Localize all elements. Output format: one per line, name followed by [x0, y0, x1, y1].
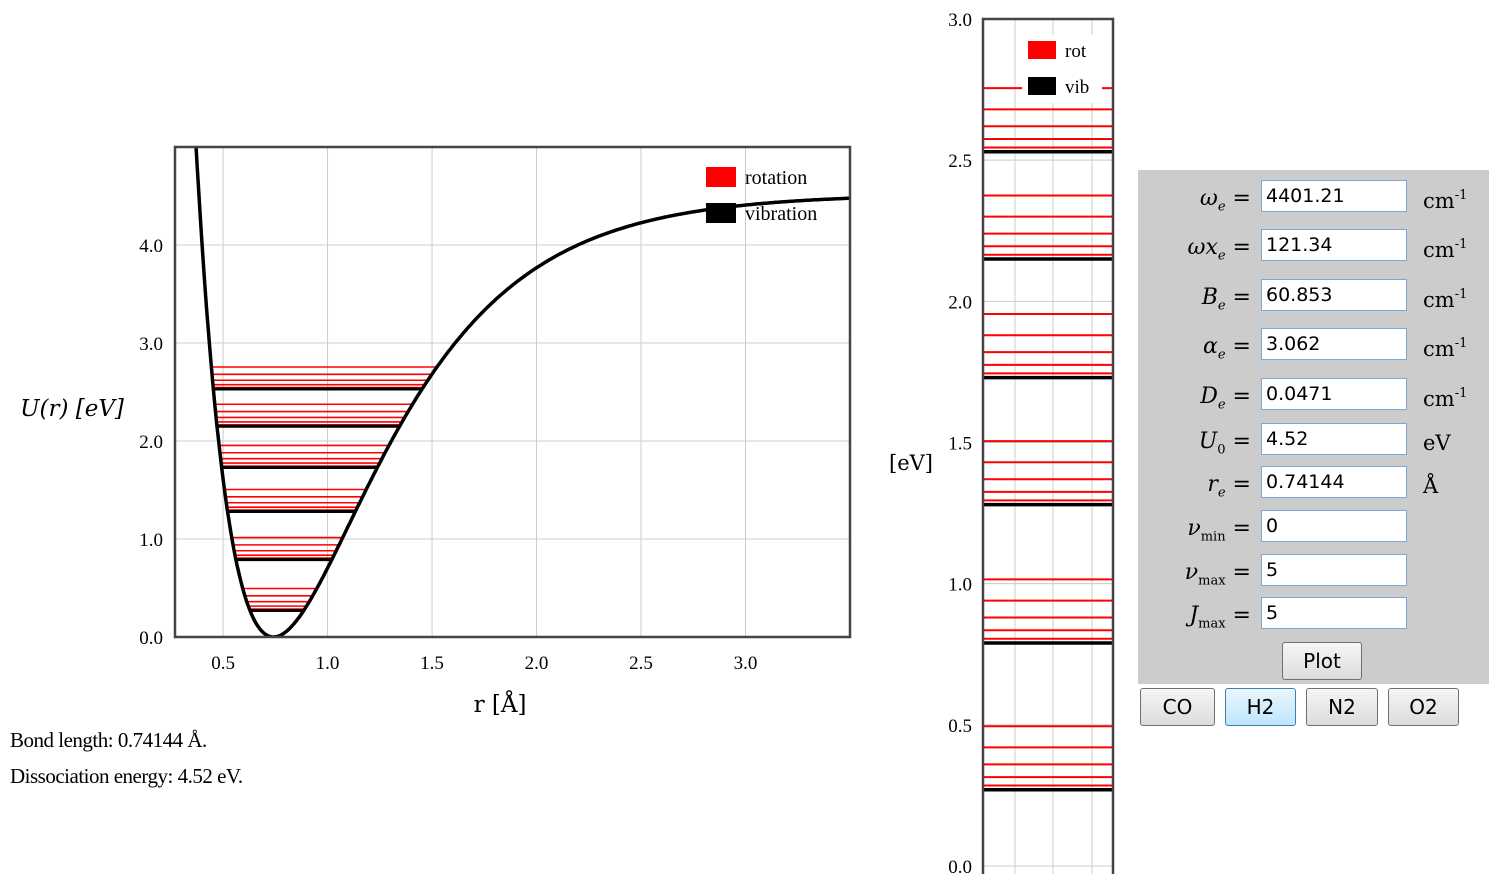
side-legend: rot vib: [1022, 35, 1102, 103]
molecule-button-o2[interactable]: O2: [1388, 688, 1459, 726]
main-x-axis-label: r [Å]: [474, 690, 527, 718]
legend-vib-label: vib: [1065, 77, 1089, 98]
main-x-tick-label: 1.0: [316, 653, 340, 674]
param-unit-b-e: cm-1: [1423, 287, 1468, 312]
legend-rotation-label: rotation: [745, 167, 807, 189]
j-max-input[interactable]: [1261, 597, 1407, 629]
side-y-tick-label: 0.5: [948, 716, 972, 737]
main-x-tick-label: 1.5: [420, 653, 444, 674]
param-label-d-e: De =: [1200, 384, 1251, 413]
param-row-alpha-e: αe = cm-1: [1138, 328, 1489, 368]
side-plot-frame: [981, 17, 1115, 874]
alpha-e-input[interactable]: [1261, 328, 1407, 360]
param-label-r-e: re =: [1207, 472, 1251, 501]
r-e-input[interactable]: [1261, 466, 1407, 498]
main-y-tick-label: 0.0: [139, 628, 163, 649]
side-energy-levels: [983, 87, 1113, 792]
b-e-input[interactable]: [1261, 279, 1407, 311]
molecule-button-h2[interactable]: H2: [1225, 688, 1296, 726]
param-row-r-e: re = Å: [1138, 466, 1489, 506]
main-x-tick-label: 2.0: [525, 653, 549, 674]
param-row-omega-e-xe: ωxe = cm-1: [1138, 229, 1489, 269]
legend-vibration-swatch: [706, 203, 736, 223]
main-y-axis-label: U(r) [eV]: [20, 396, 124, 422]
param-row-b-e: Be = cm-1: [1138, 279, 1489, 319]
d-e-input[interactable]: [1261, 378, 1407, 410]
main-y-tick-label: 4.0: [139, 236, 163, 257]
param-unit-alpha-e: cm-1: [1423, 336, 1468, 361]
main-legend: rotation vibration: [706, 167, 817, 225]
side-y-tick-label: 0.0: [948, 857, 972, 874]
main-x-tick-labels: 0.5 1.0 1.5 2.0 2.5 3.0: [211, 653, 757, 674]
param-label-b-e: Be =: [1201, 285, 1251, 314]
legend-rotation-swatch: [706, 167, 736, 187]
main-energy-levels: [211, 366, 437, 613]
side-y-tick-label: 3.0: [948, 10, 972, 31]
legend-rot-label: rot: [1065, 41, 1087, 62]
param-row-omega-e: ωe = cm-1: [1138, 180, 1489, 220]
plot-button[interactable]: Plot: [1282, 642, 1362, 680]
molecule-button-co[interactable]: CO: [1140, 688, 1215, 726]
param-label-omega-e-xe: ωxe =: [1187, 235, 1252, 264]
u-0-input[interactable]: [1261, 423, 1407, 455]
side-y-tick-label: 2.0: [948, 292, 972, 313]
side-y-tick-label: 1.0: [948, 575, 972, 596]
molecule-button-n2[interactable]: N2: [1306, 688, 1378, 726]
side-y-tick-labels: 0.0 0.5 1.0 1.5 2.0 2.5 3.0: [948, 10, 972, 874]
side-y-tick-label: 2.5: [948, 151, 972, 172]
main-y-tick-label: 1.0: [139, 530, 163, 551]
main-y-tick-label: 2.0: [139, 432, 163, 453]
legend-rot-swatch: [1028, 41, 1056, 59]
param-label-j-max: Jmax =: [1189, 603, 1251, 632]
omega-e-input[interactable]: [1261, 180, 1407, 212]
param-unit-omega-e-xe: cm-1: [1423, 237, 1468, 262]
param-label-nu-max: νmax =: [1184, 560, 1251, 589]
param-unit-d-e: cm-1: [1423, 386, 1468, 411]
param-unit-u-0: eV: [1423, 431, 1451, 455]
legend-vib-swatch: [1028, 77, 1056, 95]
main-y-tick-labels: 0.0 1.0 2.0 3.0 4.0: [139, 236, 163, 649]
dissociation-energy-text: Dissociation energy: 4.52 eV.: [10, 764, 243, 788]
param-label-nu-min: νmin =: [1187, 516, 1251, 545]
param-label-u-0: U0 =: [1198, 429, 1251, 458]
levels-chart: 0.0 0.5 1.0 1.5 2.0 2.5 3.0 [eV] rot vib: [889, 10, 1115, 874]
param-row-nu-min: νmin =: [1138, 510, 1489, 550]
side-y-axis-label: [eV]: [889, 451, 933, 475]
param-unit-r-e: Å: [1423, 474, 1439, 498]
nu-min-input[interactable]: [1261, 510, 1407, 542]
omega-e-xe-input[interactable]: [1261, 229, 1407, 261]
potential-curve: [194, 147, 850, 637]
side-grid: [983, 18, 1113, 874]
bond-length-text: Bond length: 0.74144 Å.: [10, 728, 207, 752]
main-y-tick-label: 3.0: [139, 334, 163, 355]
param-row-u-0: U0 = eV: [1138, 423, 1489, 463]
param-row-nu-max: νmax =: [1138, 554, 1489, 594]
main-x-tick-label: 0.5: [211, 653, 235, 674]
nu-max-input[interactable]: [1261, 554, 1407, 586]
param-unit-omega-e: cm-1: [1423, 188, 1468, 213]
param-row-d-e: De = cm-1: [1138, 378, 1489, 418]
param-label-omega-e: ωe =: [1199, 186, 1251, 215]
main-x-tick-label: 3.0: [734, 653, 758, 674]
param-row-j-max: Jmax =: [1138, 597, 1489, 637]
main-x-tick-label: 2.5: [629, 653, 653, 674]
legend-vibration-label: vibration: [745, 203, 817, 225]
parameters-panel: ωe = cm-1 ωxe = cm-1 Be = cm-1 αe = cm-1…: [1138, 170, 1489, 684]
main-plot-frame: [173, 145, 852, 639]
potential-chart: 0.5 1.0 1.5 2.0 2.5 3.0 0.0 1.0 2.0 3.0 4.0 rotat…: [20, 145, 852, 718]
param-label-alpha-e: αe =: [1203, 334, 1251, 363]
side-y-tick-label: 1.5: [948, 434, 972, 455]
